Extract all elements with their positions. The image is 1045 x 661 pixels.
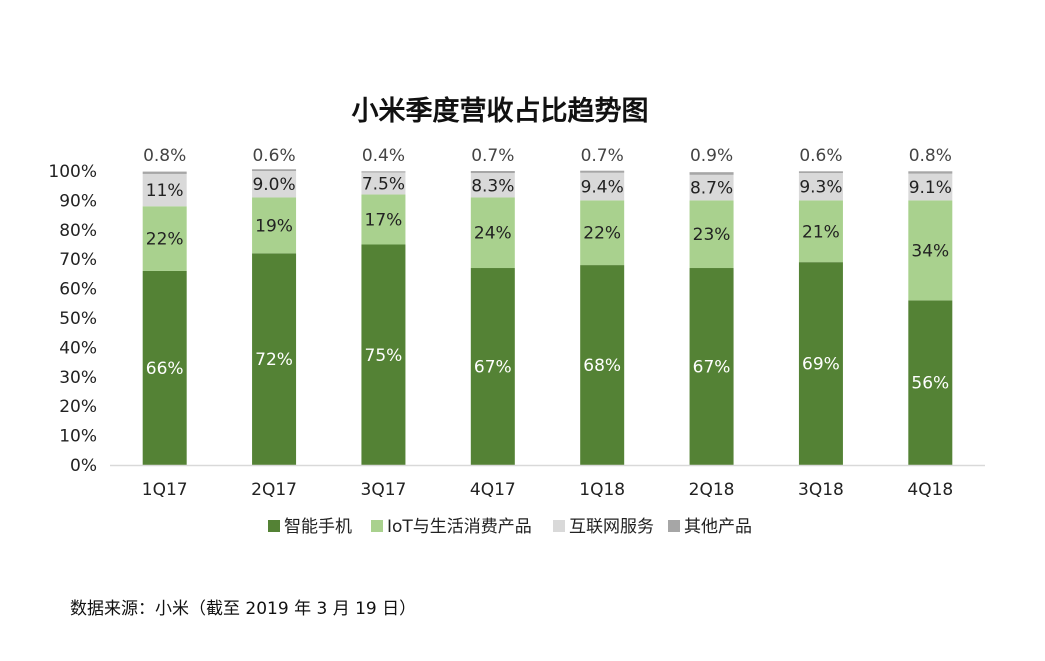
bar-segment — [470, 268, 515, 465]
data-label: 24% — [474, 224, 512, 244]
bar-segment — [142, 173, 187, 207]
data-label: 0.9% — [690, 146, 733, 166]
y-tick-label: 0% — [70, 456, 97, 476]
x-tick-label: 4Q17 — [470, 480, 516, 500]
bar-segment — [798, 200, 843, 263]
bar-segment — [470, 197, 515, 269]
bar-segment — [361, 194, 406, 245]
bar-segment — [798, 171, 843, 174]
y-tick-label: 70% — [59, 250, 97, 270]
y-tick-label: 20% — [59, 397, 97, 417]
bar-segment — [580, 265, 625, 465]
y-tick-label: 30% — [59, 368, 97, 388]
data-label: 0.8% — [143, 146, 186, 166]
data-label: 9.0% — [252, 175, 295, 195]
data-label: 22% — [583, 224, 621, 244]
data-label: 0.7% — [471, 146, 514, 166]
data-label: 75% — [365, 346, 403, 366]
bars: 66% 22% 11% 0.8% 72% 19% 9.0% 0.6% 75% 17% 7.5% 0.4… — [142, 146, 953, 465]
data-label: 8.3% — [471, 176, 514, 196]
legend-label: 互联网服务 — [569, 517, 654, 537]
bar-segment — [142, 171, 187, 174]
data-label: 66% — [146, 359, 184, 379]
bar-segment — [252, 253, 297, 465]
legend: 智能手机 IoT与生活消费产品 互联网服务 其他产品 — [268, 517, 752, 537]
data-label: 22% — [146, 230, 184, 250]
bar-segment — [689, 268, 734, 465]
y-axis: 0% 10% 20% 30% 40% 50% 60% 70% 80% 90% 100% — [48, 162, 97, 476]
bar-segment — [689, 174, 734, 201]
y-tick-label: 100% — [48, 162, 97, 182]
bar-segment — [142, 206, 187, 271]
x-tick-label: 4Q18 — [907, 480, 953, 500]
data-label: 68% — [583, 356, 621, 376]
bar-segment — [361, 171, 406, 173]
bar-segment — [580, 172, 625, 201]
legend-label: 其他产品 — [684, 517, 752, 537]
bar-segment — [908, 171, 953, 174]
data-label: 19% — [255, 216, 293, 236]
bar-segment — [908, 200, 953, 301]
y-tick-label: 60% — [59, 280, 97, 300]
bar-segment — [252, 171, 297, 198]
data-label: 0.8% — [909, 146, 952, 166]
data-label: 17% — [365, 211, 403, 231]
y-tick-label: 10% — [59, 427, 97, 447]
x-tick-label: 3Q17 — [361, 480, 407, 500]
legend-swatch — [371, 520, 383, 532]
legend-swatch — [553, 520, 565, 532]
source-note: 数据来源：小米（截至 2019 年 3 月 19 日） — [70, 599, 417, 619]
bar-segment — [908, 173, 953, 201]
y-tick-label: 80% — [59, 221, 97, 241]
data-label: 0.6% — [799, 146, 842, 166]
legend-swatch — [268, 520, 280, 532]
data-label: 8.7% — [690, 179, 733, 199]
bar-segment — [580, 200, 625, 266]
x-tick-label: 1Q17 — [142, 480, 188, 500]
x-tick-label: 2Q18 — [689, 480, 735, 500]
data-label: 23% — [693, 225, 731, 245]
bar-segment — [689, 172, 734, 175]
data-label: 0.4% — [362, 146, 405, 166]
data-label: 56% — [911, 374, 949, 394]
stacked-bar-chart: 小米季度营收占比趋势图 0% 10% 20% 30% 40% 50% 60% 70% 80% 90… — [48, 95, 985, 537]
y-tick-label: 90% — [59, 191, 97, 211]
data-label: 11% — [146, 181, 184, 201]
x-tick-label: 1Q18 — [579, 480, 625, 500]
bar-segment — [689, 200, 734, 269]
bar-segment — [361, 244, 406, 465]
data-label: 9.3% — [799, 178, 842, 198]
legend-label: IoT与生活消费产品 — [387, 517, 532, 537]
data-label: 0.6% — [252, 146, 295, 166]
bar-segment — [470, 171, 515, 174]
bar-segment — [908, 300, 953, 465]
data-label: 7.5% — [362, 174, 405, 194]
bar-segment — [798, 173, 843, 201]
data-label: 72% — [255, 350, 293, 370]
data-label: 9.4% — [581, 178, 624, 198]
legend-swatch — [668, 520, 680, 532]
bar-segment — [580, 170, 625, 173]
legend-label: 智能手机 — [284, 517, 352, 537]
data-label: 69% — [802, 355, 840, 375]
x-axis: 1Q17 2Q17 3Q17 4Q17 1Q18 2Q18 3Q18 4Q18 — [110, 464, 985, 500]
x-tick-label: 2Q17 — [251, 480, 297, 500]
y-tick-label: 40% — [59, 338, 97, 358]
bar-segment — [252, 169, 297, 171]
bar-segment — [252, 197, 297, 254]
x-tick-label: 3Q18 — [798, 480, 844, 500]
data-label: 9.1% — [909, 178, 952, 198]
y-tick-label: 50% — [59, 309, 97, 329]
data-label: 67% — [693, 358, 731, 378]
bar-segment — [142, 270, 187, 465]
bar-segment — [798, 262, 843, 465]
data-label: 0.7% — [581, 146, 624, 166]
bar-segment — [361, 172, 406, 195]
data-label: 34% — [911, 241, 949, 261]
data-label: 67% — [474, 358, 512, 378]
bar-segment — [470, 173, 515, 198]
data-label: 21% — [802, 222, 840, 242]
chart-title: 小米季度营收占比趋势图 — [352, 95, 649, 127]
